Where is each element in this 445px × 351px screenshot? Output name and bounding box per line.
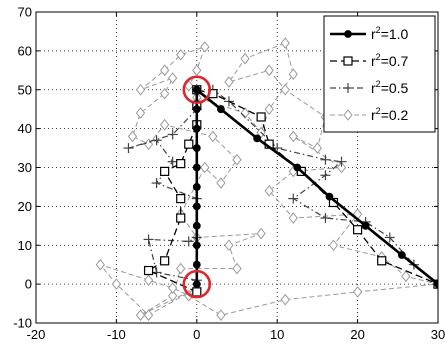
x-tick-label: 30 <box>431 327 445 342</box>
data-point-dot <box>362 222 369 229</box>
data-point-square <box>344 57 352 65</box>
data-point-square <box>161 167 169 175</box>
data-point-dot <box>193 125 200 132</box>
y-tick-label: 70 <box>18 5 32 20</box>
data-point-dot <box>345 31 352 38</box>
data-point-dot <box>193 164 200 171</box>
y-tick-label: 40 <box>18 121 32 136</box>
data-point-dot <box>294 164 301 171</box>
data-point-square <box>161 257 169 265</box>
data-point-dot <box>193 184 200 191</box>
y-tick-label: -10 <box>13 316 32 331</box>
data-point-dot <box>193 106 200 113</box>
data-point-square <box>354 226 362 234</box>
data-point-square <box>177 214 185 222</box>
y-tick-label: 10 <box>18 238 32 253</box>
data-point-dot <box>193 261 200 268</box>
x-tick-label: -10 <box>107 327 126 342</box>
data-point-square <box>185 140 193 148</box>
data-point-dot <box>193 281 200 288</box>
data-point-dot <box>193 145 200 152</box>
y-tick-label: 50 <box>18 82 32 97</box>
data-point-dot <box>193 203 200 210</box>
data-point-square <box>145 267 153 275</box>
data-point-dot <box>398 252 405 259</box>
data-point-dot <box>193 86 200 93</box>
legend: r2=1.0 r2=0.7 r2=0.5 r2=0.2 <box>324 16 435 132</box>
data-point-dot <box>218 106 225 113</box>
data-point-dot <box>193 242 200 249</box>
data-point-dot <box>254 135 261 142</box>
y-tick-label: 60 <box>18 43 32 58</box>
data-point-square <box>378 257 386 265</box>
y-tick-label: 30 <box>18 160 32 175</box>
data-point-dot <box>326 193 333 200</box>
data-point-square <box>193 288 201 296</box>
data-point-square <box>257 113 265 121</box>
data-point-dot <box>193 222 200 229</box>
y-tick-label: 0 <box>25 277 32 292</box>
data-point-square <box>177 160 185 168</box>
y-tick-label: 20 <box>18 199 32 214</box>
x-tick-label: 0 <box>193 327 200 342</box>
x-tick-label: 10 <box>270 327 284 342</box>
data-point-square <box>177 195 185 203</box>
x-tick-label: 20 <box>350 327 364 342</box>
